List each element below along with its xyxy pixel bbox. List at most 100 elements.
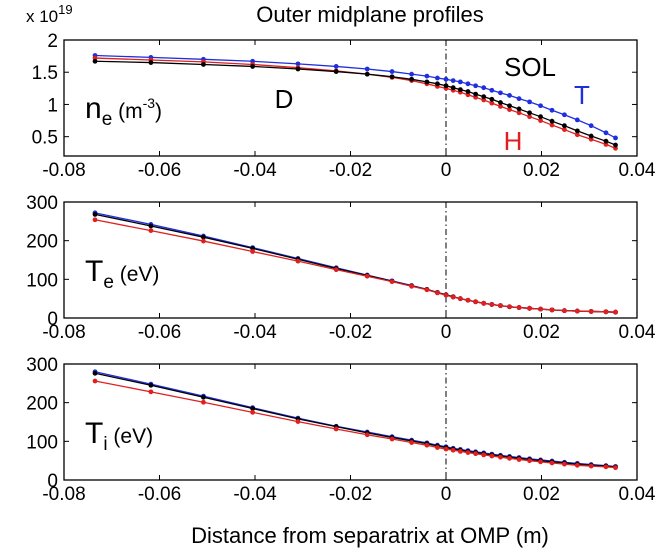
x-tick-label: -0.06 [138,484,181,505]
data-point [435,445,440,450]
y-tick-label: 0.5 [32,128,58,149]
y-tick-label: 300 [26,193,58,214]
data-point [333,267,339,273]
series-T [92,210,618,315]
data-point [457,79,463,85]
data-point [574,128,580,134]
data-point [516,96,522,102]
data-point [201,62,206,67]
x-tick-label: -0.04 [233,322,277,343]
data-point [450,78,456,83]
data-point [424,79,430,85]
data-point [424,442,430,448]
x-axis-label: Distance from separatrix at OMP (m) [191,523,549,548]
series-H [92,217,618,315]
data-point [538,114,543,120]
data-point [481,300,487,306]
data-point [538,306,543,312]
data-point [250,64,256,69]
panel-ti: -0.08 -0.06 -0.04 -0.02 0 0.02 0.04 0 100 200 300 T… [26,355,656,505]
annotation-SOL: SOL [504,52,556,82]
data-point [148,382,154,388]
data-point [527,99,532,105]
data-point [473,451,479,457]
y-tick-label: 200 [26,232,58,253]
data-point [588,123,594,129]
data-point [549,122,555,128]
x-tick-label: -0.06 [138,160,181,181]
data-point [489,100,495,106]
y-tick-label: 2 [47,31,58,52]
data-point [538,103,543,109]
data-point [364,432,370,438]
x-tick-label: -0.08 [42,160,85,181]
panel-ne: -0.08 -0.06 -0.04 -0.02 0 0.02 0.04 0.5 1 1.5 2 ne … [26,2,656,181]
data-point [574,462,580,468]
data-point [92,378,98,384]
data-point [148,223,154,229]
x-tick-label: 0.04 [619,322,656,343]
x-tick-label: 0.02 [523,160,560,181]
panel-ylabel-ne: ne (m-3) [85,92,162,130]
data-point [435,81,440,87]
x-tick-label: -0.02 [329,484,372,505]
data-point [562,127,567,132]
data-point [507,93,512,98]
data-point [516,457,522,462]
data-point [489,453,495,459]
data-point [588,133,594,139]
panel-te: -0.08 -0.06 -0.04 -0.02 0 0.02 0.04 0 100 200 300 T… [26,193,656,343]
annotation-H: H [504,126,523,156]
data-point [389,74,395,80]
data-point [465,81,471,87]
data-point [295,61,301,67]
data-point [574,132,580,138]
data-point [250,409,256,415]
data-point [457,296,463,302]
data-point [507,304,512,310]
data-point [516,106,522,112]
x-tick-label: 0 [441,322,452,343]
data-point [489,302,495,307]
series-line-T [94,371,616,468]
data-point [481,85,487,91]
data-point [562,112,567,118]
data-point [389,436,395,442]
x-tick-label: -0.06 [138,322,181,343]
data-point [443,446,449,452]
data-point [364,66,370,72]
y-tick-label: 300 [26,355,58,376]
y-tick-label: 100 [26,432,58,453]
y-tick-label: 0 [47,309,58,330]
data-point [333,426,339,432]
data-point [481,452,487,458]
data-point [201,234,206,240]
y-tick-label: 0 [47,471,58,492]
data-point [538,118,543,123]
data-point [443,76,449,82]
panel-frame [63,201,638,319]
x-tick-label: 0.04 [619,484,656,505]
data-point [450,85,456,91]
data-point [527,114,532,120]
data-point [473,91,479,97]
data-point [603,138,609,144]
data-point [333,69,339,74]
data-point [465,297,471,303]
data-point [498,303,503,309]
data-point [148,228,154,234]
data-point [507,103,512,109]
data-point [443,83,449,89]
data-point [250,406,256,411]
annotation-D: D [275,84,294,114]
data-point [498,100,503,105]
data-point [457,87,463,93]
data-point [516,305,522,310]
data-point [613,142,618,148]
x-tick-label: 0 [441,160,452,181]
data-point [574,308,580,314]
data-point [450,447,456,453]
x-tick-label: -0.02 [329,322,372,343]
data-point [473,83,479,89]
